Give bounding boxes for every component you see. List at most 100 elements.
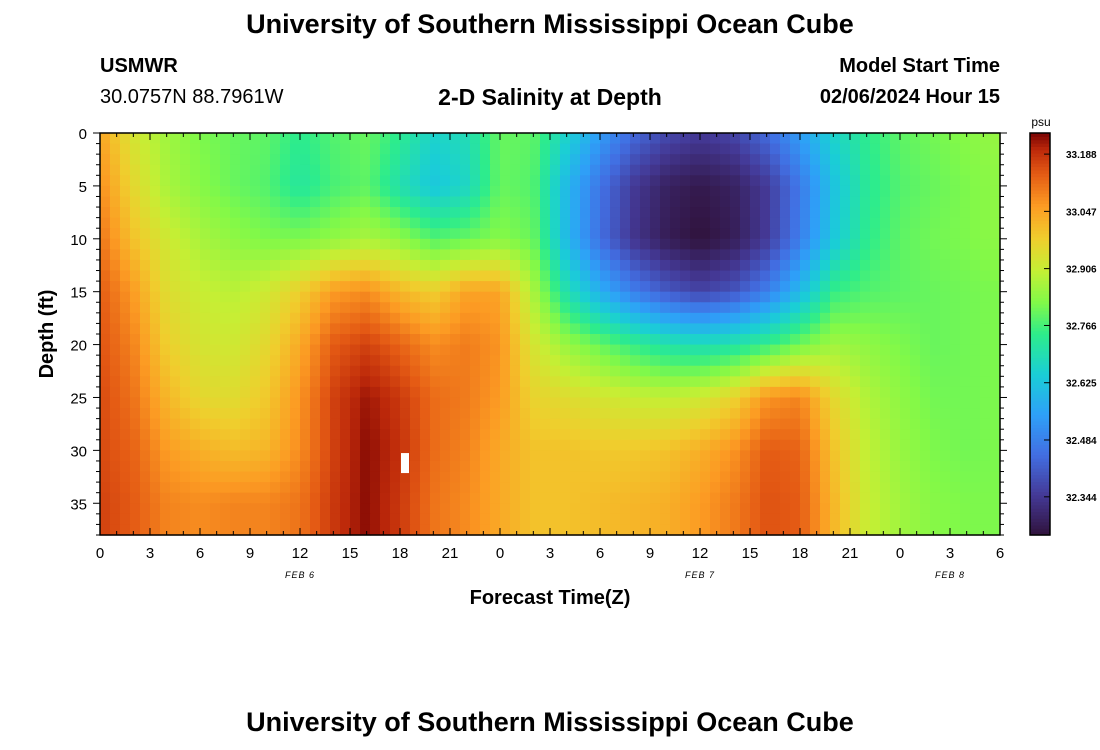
colorbar-segment — [1030, 464, 1050, 469]
heat-cell — [580, 365, 591, 377]
chart-axes: 0 3 6 9 12 15 18 21 0 3 6 9 12 15 18 21 0 3 60510152025303… — [70, 126, 1007, 580]
heat-cell — [110, 281, 121, 293]
heat-cell — [490, 143, 501, 155]
heat-cell — [460, 133, 471, 145]
heatmap-cells — [100, 133, 1001, 536]
colorbar-segment — [1030, 377, 1050, 382]
heat-cell — [320, 196, 331, 208]
heat-cell — [900, 270, 911, 282]
heat-cell — [220, 429, 231, 441]
heat-cell — [320, 503, 331, 515]
heat-cell — [130, 460, 141, 473]
heat-cell — [210, 376, 221, 388]
heat-cell — [450, 397, 461, 409]
heat-cell — [390, 376, 401, 388]
heat-cell — [670, 334, 681, 346]
heat-cell — [690, 323, 701, 335]
heat-cell — [900, 513, 911, 526]
heat-cell — [460, 355, 471, 367]
heat-cell — [690, 259, 701, 272]
x-tick-label: 15 — [342, 545, 359, 562]
heat-cell — [940, 270, 951, 282]
heat-cell — [810, 143, 821, 155]
heat-cell — [400, 439, 411, 451]
heat-cell — [980, 133, 991, 145]
heat-cell — [920, 249, 931, 261]
heat-cell — [820, 228, 831, 240]
heat-cell — [960, 524, 971, 536]
heat-cell — [240, 397, 251, 409]
heat-cell — [870, 133, 881, 145]
heat-cell — [400, 376, 411, 388]
colorbar-unit: psu — [1031, 115, 1050, 129]
heat-cell — [400, 154, 411, 166]
heat-cell — [130, 302, 141, 314]
heat-cell — [530, 376, 541, 388]
heat-cell — [780, 429, 791, 441]
heat-cell — [140, 312, 151, 325]
colorbar-segment — [1030, 441, 1050, 446]
heat-cell — [480, 429, 491, 441]
heat-cell — [590, 164, 601, 176]
heat-cell — [910, 164, 921, 176]
heat-cell — [410, 439, 421, 451]
heat-cell — [980, 207, 991, 219]
heat-cell — [690, 312, 701, 325]
heat-cell — [130, 270, 141, 282]
heat-cell — [250, 492, 261, 504]
heat-cell — [370, 323, 381, 335]
heat-cell — [680, 143, 691, 155]
heat-cell — [200, 217, 211, 229]
heat-cell — [350, 143, 361, 155]
colorbar-segment — [1030, 253, 1050, 258]
heat-cell — [340, 228, 351, 240]
heat-cell — [790, 460, 801, 473]
heat-cell — [480, 175, 491, 187]
heat-cell — [870, 471, 881, 483]
heat-cell — [770, 503, 781, 515]
heat-cell — [890, 217, 901, 229]
heat-cell — [340, 460, 351, 473]
heat-cell — [580, 312, 591, 325]
heat-cell — [780, 355, 791, 367]
heat-cell — [610, 471, 621, 483]
heat-cell — [330, 154, 341, 166]
heat-cell — [710, 460, 721, 473]
heat-cell — [430, 386, 441, 399]
heat-cell — [710, 492, 721, 504]
heat-cell — [330, 524, 341, 536]
heat-cell — [350, 482, 361, 494]
heat-cell — [800, 302, 811, 314]
heat-cell — [700, 207, 711, 219]
heat-cell — [620, 217, 631, 229]
heat-cell — [810, 471, 821, 483]
colorbar-segment — [1030, 531, 1050, 536]
heat-cell — [830, 397, 841, 409]
heat-cell — [940, 281, 951, 293]
heat-cell — [530, 291, 541, 303]
heat-cell — [840, 238, 851, 250]
heat-cell — [550, 365, 561, 377]
heat-cell — [490, 365, 501, 377]
heat-cell — [490, 471, 501, 483]
heat-cell — [500, 217, 511, 229]
heat-cell — [650, 154, 661, 166]
heat-cell — [260, 249, 271, 261]
heat-cell — [260, 450, 271, 462]
heat-cell — [230, 376, 241, 388]
heat-cell — [830, 418, 841, 430]
heat-cell — [440, 450, 451, 462]
heat-cell — [170, 418, 181, 430]
heat-cell — [110, 376, 121, 388]
heat-cell — [520, 503, 531, 515]
heat-cell — [610, 355, 621, 367]
heat-cell — [750, 334, 761, 346]
heat-cell — [530, 365, 541, 377]
heat-cell — [480, 302, 491, 314]
heat-cell — [690, 418, 701, 430]
heat-cell — [750, 185, 761, 198]
heat-cell — [980, 365, 991, 377]
heat-cell — [120, 175, 131, 187]
heat-cell — [140, 249, 151, 261]
heat-cell — [320, 249, 331, 261]
